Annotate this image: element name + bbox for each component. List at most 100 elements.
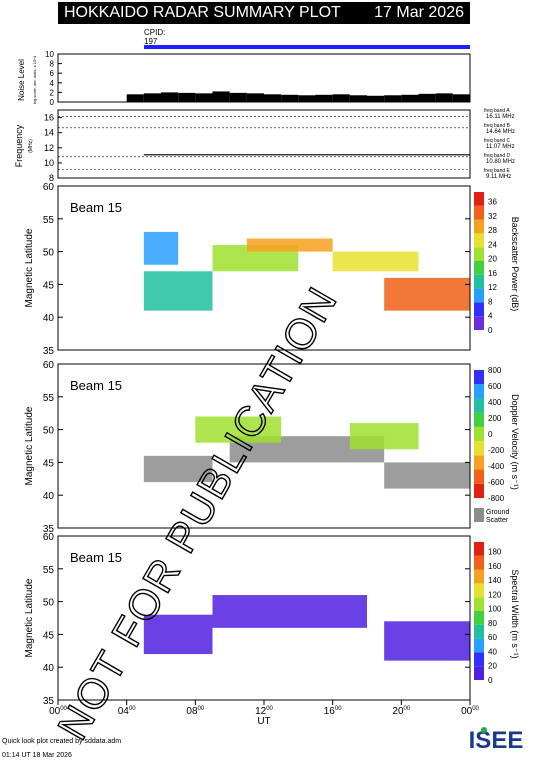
frequency-panel: Frequency (MHz) 8 10 12 14 16 freq band A16.…: [14, 108, 515, 183]
noise-tick-label: 4: [50, 79, 55, 88]
freq-band-name: freq band E: [484, 168, 511, 174]
noise-bar: [418, 93, 436, 102]
scatter-region: [143, 271, 213, 311]
colorbar-tick: 24: [488, 240, 497, 249]
isee-logo: ISEE: [469, 727, 524, 754]
colorbar-tick: 28: [488, 226, 497, 235]
cpid-bar: [144, 45, 470, 49]
noise-tick-label: 6: [50, 69, 55, 78]
lat-tick-label: 40: [43, 313, 55, 324]
time-tick-label: 2000: [392, 706, 410, 717]
plot-title: HOKKAIDO RADAR SUMMARY PLOT: [64, 4, 341, 21]
noise-bar: [435, 93, 453, 102]
colorbar-tick: -800: [488, 494, 505, 503]
freq-band-name: freq band B: [484, 123, 511, 129]
colorbar-tick: -400: [488, 462, 505, 471]
lat-tick-label: 50: [43, 426, 55, 437]
scatter-region: [143, 455, 213, 483]
lat-axis-label: Magnetic Latitude: [24, 578, 35, 657]
footer-credit: Quick look plot created by sddata.adm: [2, 738, 122, 745]
ground-label: Ground: [486, 509, 509, 516]
noise-bar: [212, 91, 230, 102]
colorbar-swatch: [474, 542, 484, 556]
noise-bar: [264, 94, 282, 102]
time-tick-label: 1200: [255, 706, 273, 717]
noise-ylabel: Noise Level: [17, 59, 26, 101]
colorbar-swatch: [474, 219, 484, 234]
colorbar-swatch: [474, 384, 484, 399]
noise-bar: [178, 92, 196, 102]
lat-tick-label: 55: [43, 215, 55, 226]
lat-tick-label: 45: [43, 630, 55, 641]
scatter-region: [212, 595, 367, 628]
lat-axis-label: Magnetic Latitude: [24, 228, 35, 307]
noise-bar: [246, 93, 264, 102]
scatter-region: [384, 621, 470, 661]
freq-tick-label: 12: [44, 143, 54, 153]
colorbar-swatch: [474, 302, 484, 317]
scatter-region: [384, 462, 470, 489]
colorbar-swatch: [474, 261, 484, 275]
plot-date: 17 Mar 2026: [374, 4, 464, 21]
colorbar-swatch: [474, 288, 484, 303]
colorbar-tick: 0: [488, 676, 493, 685]
colorbar-tick: 600: [488, 382, 502, 391]
colorbar-tick: 4: [488, 312, 493, 321]
noise-panel: Noise Level log-scale, arb. units, x 10^…: [17, 50, 471, 107]
cpid-value: 197: [144, 37, 158, 46]
time-tick-label: 0400: [118, 706, 136, 717]
lat-tick-label: 55: [43, 565, 55, 576]
scatter-region: [143, 614, 213, 655]
colorbar-tick: 80: [488, 619, 497, 628]
colorbar-tick: -600: [488, 478, 505, 487]
freq-band-value: 9.11 MHz: [486, 174, 511, 180]
noise-bar: [229, 92, 247, 102]
beam-label: Beam 15: [70, 550, 122, 565]
colorbar-tick: 40: [488, 647, 497, 656]
colorbar-swatch: [474, 483, 484, 498]
frequency-unit: (MHz): [28, 139, 34, 153]
time-tick-label: 1600: [324, 706, 342, 717]
panel-frame: [57, 363, 471, 529]
freq-tick-label: 16: [44, 113, 54, 123]
colorbar-swatch: [474, 192, 484, 206]
scatter-region: [332, 251, 419, 272]
noise-bar: [401, 94, 419, 102]
lat-tick-label: 50: [43, 598, 55, 609]
noise-bar: [195, 93, 213, 102]
lat-tick-label: 35: [43, 524, 55, 535]
noise-bar: [315, 94, 333, 102]
colorbar-tick: 120: [488, 590, 502, 599]
colorbar-title: Doppler Velocity (m s⁻¹): [510, 394, 520, 490]
colorbar-tick: 8: [488, 297, 493, 306]
noise-bar: [349, 95, 367, 102]
beam-label: Beam 15: [70, 378, 122, 393]
radar-panel: Beam 15 35 40 45 50 55 60 Magnetic Latitude -800…: [24, 360, 520, 535]
noise-bar: [281, 94, 299, 102]
noise-bar: [452, 94, 470, 102]
cpid-key: CPID:: [144, 28, 166, 37]
noise-tick-label: 8: [50, 60, 55, 69]
colorbar-swatch: [474, 370, 484, 385]
lat-tick-label: 60: [43, 360, 55, 371]
noise-bar: [367, 95, 385, 102]
noise-tick-label: 2: [50, 88, 55, 97]
isee-logo-text: ISEE: [469, 727, 524, 754]
ground-scatter-swatch: [474, 508, 484, 522]
lat-tick-label: 40: [43, 491, 55, 502]
colorbar-swatch: [474, 205, 484, 220]
colorbar-swatch: [474, 426, 484, 442]
lat-tick-label: 50: [43, 248, 55, 259]
noise-bar: [298, 95, 316, 102]
colorbar-swatch: [474, 597, 484, 611]
colorbar-swatch: [474, 412, 484, 427]
colorbar-swatch: [474, 455, 484, 470]
colorbar-tick: 200: [488, 414, 502, 423]
colorbar-swatch: [474, 611, 484, 625]
freq-band-name: freq band A: [484, 108, 510, 114]
colorbar-swatch: [474, 316, 484, 330]
noise-bar: [161, 92, 179, 102]
radar-panel: Beam 15 35 40 45 50 55 60 Magnetic Latitude 0 4 8 1…: [24, 182, 520, 357]
